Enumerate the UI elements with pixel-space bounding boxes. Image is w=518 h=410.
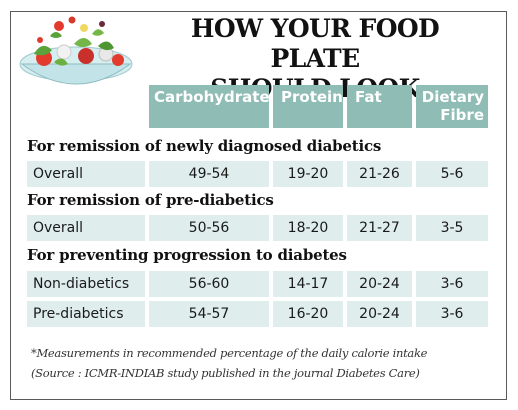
table-cell: 3-6: [416, 301, 488, 327]
row-label: Non-diabetics: [27, 271, 145, 297]
column-header-fat: Fat: [347, 85, 412, 128]
row-label: Pre-diabetics: [27, 301, 145, 327]
footnote: *Measurements in recommended percentage …: [31, 346, 428, 360]
table-cell: 3-6: [416, 271, 488, 297]
salad-bowl-icon: [19, 16, 133, 85]
source-note: (Source : ICMR-INDIAB study published in…: [31, 366, 420, 380]
section-heading: For remission of pre-diabetics: [27, 191, 274, 209]
row-label: Overall: [27, 215, 145, 241]
column-header-protein: Protein: [273, 85, 343, 128]
table-cell: 56-60: [149, 271, 269, 297]
table-cell: 21-27: [347, 215, 412, 241]
table-cell: 50-56: [149, 215, 269, 241]
table-cell: 14-17: [273, 271, 343, 297]
title-line-1: HOW YOUR FOOD PLATE: [190, 14, 440, 73]
row-label: Overall: [27, 161, 145, 187]
table-cell: 54-57: [149, 301, 269, 327]
column-header-dietary-fibre: Dietary Fibre: [416, 85, 488, 128]
table-cell: 16-20: [273, 301, 343, 327]
table-cell: 21-26: [347, 161, 412, 187]
column-header-carbohydrate: Carbohydrate: [149, 85, 270, 128]
section-heading: For preventing progression to diabetes: [27, 246, 347, 264]
table-cell: 20-24: [347, 301, 412, 327]
page-title: HOW YOUR FOOD PLATE SHOULD LOOK: [150, 14, 480, 104]
table-cell: 3-5: [416, 215, 488, 241]
table-cell: 20-24: [347, 271, 412, 297]
section-heading: For remission of newly diagnosed diabeti…: [27, 137, 382, 155]
table-cell: 5-6: [416, 161, 488, 187]
table-cell: 49-54: [149, 161, 269, 187]
table-cell: 19-20: [273, 161, 343, 187]
table-cell: 18-20: [273, 215, 343, 241]
